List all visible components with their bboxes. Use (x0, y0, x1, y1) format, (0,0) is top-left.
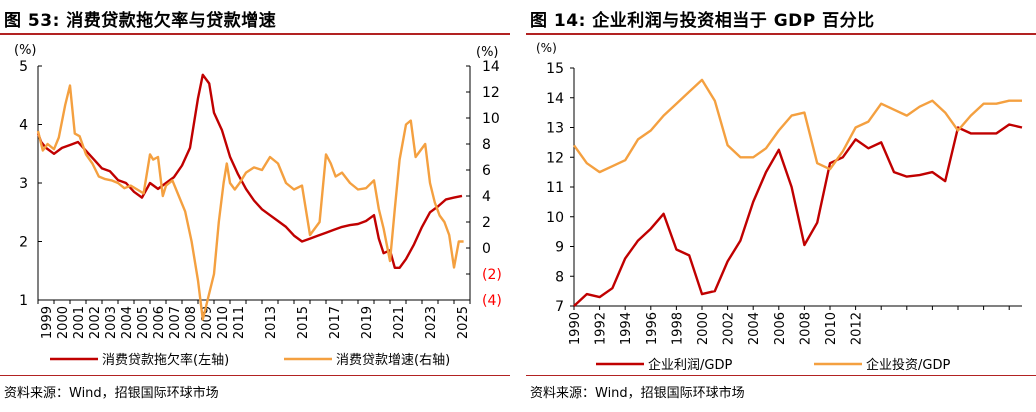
figure-title: 图 14: 企业利润与投资相当于 GDP 百分比 (530, 11, 875, 31)
x-tick-label: 2003 (104, 306, 119, 339)
y-tick-label-right: 14 (482, 59, 500, 75)
y-tick-label: 15 (546, 61, 564, 77)
figure-title: 图 53: 消费贷款拖欠率与贷款增速 (4, 11, 277, 31)
x-tick-label: 2000 (696, 312, 711, 345)
title-rule (0, 33, 510, 35)
series-line-loan-growth (36, 84, 464, 321)
y-tick-label-right: 8 (482, 137, 491, 153)
x-tick-label: 1998 (670, 312, 685, 345)
x-tick-label: 2011 (232, 306, 247, 339)
legend-label-delinquency: 消费贷款拖欠率(左轴) (102, 352, 229, 368)
y-tick-label-right: 6 (482, 163, 491, 179)
y-tick-label: 7 (555, 299, 564, 315)
y-tick-label-left: 5 (19, 59, 28, 75)
series-line-profit (573, 123, 1023, 307)
y-tick-label-right: 4 (482, 189, 491, 205)
y-tick-label-left: 4 (19, 118, 28, 134)
source-rule (526, 375, 1036, 376)
y-tick-label: 8 (555, 269, 564, 285)
x-tick-label: 1999 (40, 306, 55, 339)
chart-panel-consumer-loans: 图 53: 消费贷款拖欠率与贷款增速 (%) (%) 1 2 3 4 5 (4) (2) 0 2 4 6… (0, 0, 510, 412)
x-tick-label: 2008 (798, 312, 813, 345)
y-tick-label: 11 (546, 180, 564, 196)
series-line-delinquency (36, 73, 463, 270)
source-note: 资料来源：Wind，招银国际环球市场 (4, 386, 219, 401)
y-axis-unit-right: (%) (476, 45, 499, 60)
y-tick-label-left: 3 (19, 176, 28, 192)
x-tick-label: 2010 (216, 306, 231, 339)
x-tick-label: 1994 (619, 312, 634, 345)
y-tick-label-right: (4) (482, 293, 502, 309)
y-tick-label: 9 (555, 240, 564, 256)
corporate-profit-chart: (%) 7 8 9 10 11 12 13 14 15 1990 1992 1994 1996 1998 20… (536, 41, 1023, 373)
x-tick-label: 2001 (72, 306, 87, 339)
y-tick-label-right: (2) (482, 267, 502, 283)
x-tick-label: 2017 (328, 306, 343, 339)
legend-label-profit: 企业利润/GDP (648, 357, 732, 373)
x-tick-label: 2023 (424, 306, 439, 339)
x-tick-label: 2006 (773, 312, 788, 345)
x-tick-label: 1996 (645, 312, 660, 345)
x-tick-label: 2004 (747, 312, 762, 345)
x-tick-label: 2007 (168, 306, 183, 339)
x-tick-label: 2015 (296, 306, 311, 339)
x-tick-label: 1990 (568, 312, 583, 345)
x-tick-label: 2019 (360, 306, 375, 339)
x-tick-label: 2010 (824, 312, 839, 345)
y-tick-label: 12 (546, 150, 564, 166)
y-tick-label-right: 2 (482, 215, 491, 231)
series-line-investment (573, 78, 1022, 174)
x-tick-label: 2006 (152, 306, 167, 339)
x-tick-label: 2021 (392, 306, 407, 339)
y-axis-unit: (%) (536, 41, 557, 55)
title-rule (526, 33, 1036, 35)
x-tick-label: 2025 (456, 306, 471, 339)
y-tick-label-left: 2 (19, 235, 28, 251)
x-tick-label: 2013 (264, 306, 279, 339)
x-tick-label: 2002 (88, 306, 103, 339)
x-tick-label: 1992 (594, 312, 609, 345)
x-tick-label: 2012 (850, 312, 865, 345)
x-tick-label: 2004 (120, 306, 135, 339)
y-tick-label-right: 0 (482, 241, 491, 257)
y-tick-label-right: 12 (482, 85, 500, 101)
y-axis-unit-left: (%) (14, 43, 37, 58)
x-tick-label: 2000 (56, 306, 71, 339)
x-tick-label: 2005 (136, 306, 151, 339)
legend-label-loan-growth: 消费贷款增速(右轴) (336, 353, 450, 368)
y-tick-label: 14 (546, 91, 564, 107)
x-tick-label: 2008 (184, 306, 199, 339)
source-rule (0, 375, 510, 376)
y-tick-label-right: 10 (482, 111, 500, 127)
source-note: 资料来源：Wind，招银国际环球市场 (530, 386, 745, 401)
y-tick-label: 13 (546, 121, 564, 137)
chart-panel-corporate-profit: 图 14: 企业利润与投资相当于 GDP 百分比 (%) 7 8 9 10 11 12 13 1… (526, 0, 1036, 412)
y-tick-label: 10 (546, 210, 564, 226)
y-tick-label-left: 1 (19, 293, 28, 309)
x-tick-label: 2002 (722, 312, 737, 345)
legend-label-investment: 企业投资/GDP (866, 357, 950, 373)
